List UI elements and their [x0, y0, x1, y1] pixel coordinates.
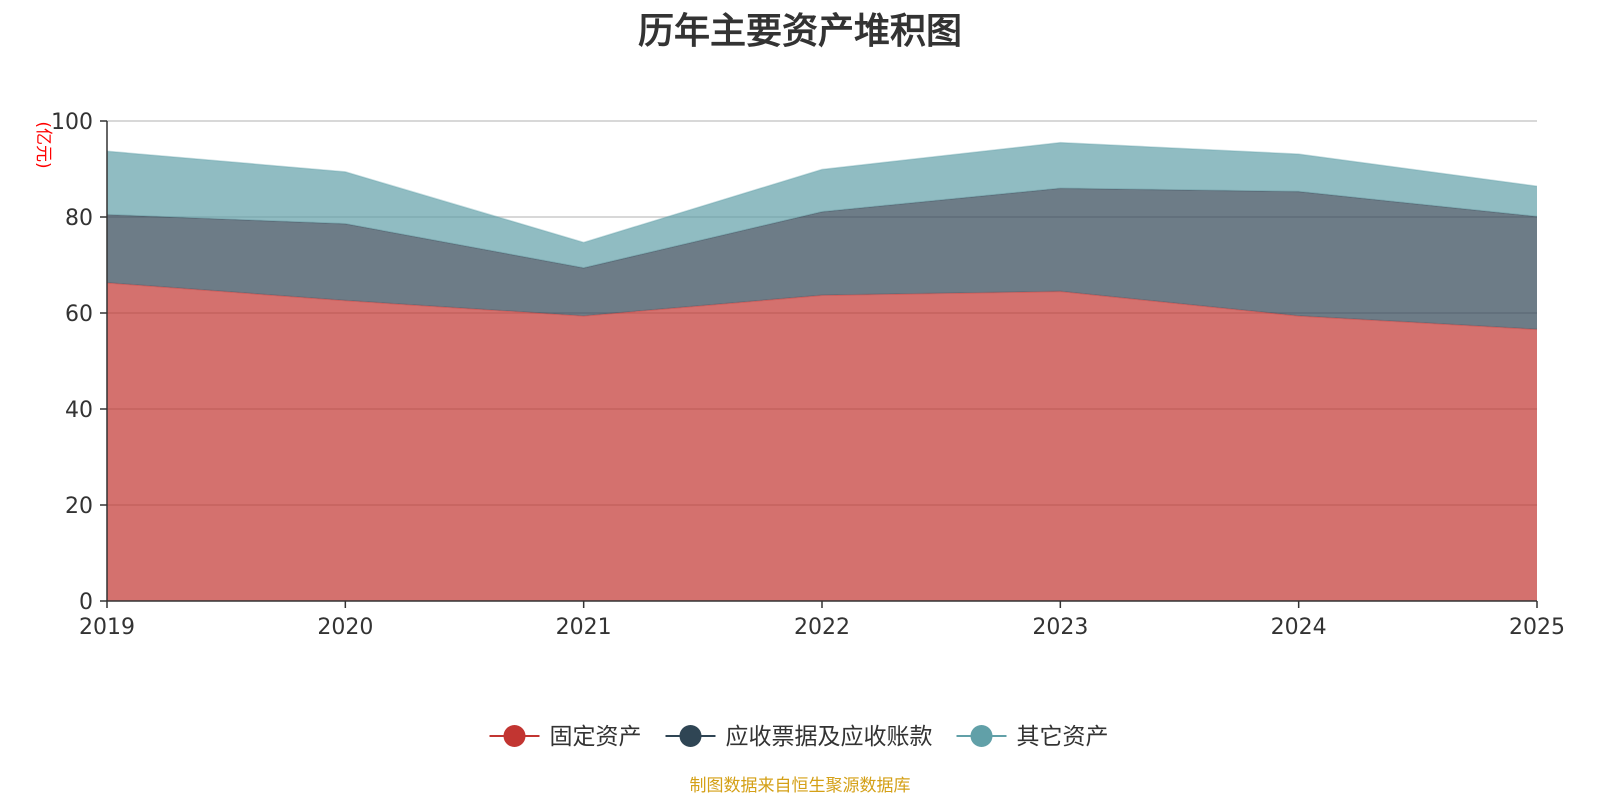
x-tick-label-2023: 2023 — [1032, 615, 1088, 640]
legend-marker-2 — [679, 725, 702, 747]
legend-item-2[interactable]: 应收票据及应收账款 — [665, 724, 933, 750]
y-unit-label: (亿元) — [33, 121, 53, 168]
chart-title: 历年主要资产堆积图 — [637, 11, 962, 52]
legend-label-2: 应收票据及应收账款 — [726, 724, 933, 750]
legend-label-3: 其它资产 — [1017, 724, 1109, 750]
area-series-3 — [107, 142, 1537, 268]
x-tick-label-2020: 2020 — [317, 615, 373, 640]
source-note: 制图数据来自恒生聚源数据库 — [690, 776, 911, 796]
y-tick-label-60: 60 — [65, 302, 93, 327]
legend-label-1: 固定资产 — [550, 724, 642, 750]
x-tick-label-2025: 2025 — [1509, 615, 1565, 640]
area-series-1 — [107, 282, 1537, 601]
x-tick-label-2022: 2022 — [794, 615, 850, 640]
x-tick-label-2024: 2024 — [1271, 615, 1327, 640]
area-series-2 — [107, 188, 1537, 330]
legend-marker-1 — [503, 725, 526, 747]
x-tick-label-2021: 2021 — [556, 615, 612, 640]
stacked-areas — [106, 141, 1538, 601]
y-tick-label-20: 20 — [65, 494, 93, 519]
y-tick-label-40: 40 — [65, 398, 93, 423]
area-edge-series-3 — [106, 141, 1538, 244]
y-tick-label-100: 100 — [51, 110, 93, 135]
legend-item-1[interactable]: 固定资产 — [489, 724, 642, 750]
legend-item-3[interactable]: 其它资产 — [956, 724, 1109, 750]
tick-labels: 0 20 40 60 80 100 2019 2020 2021 2022 2023 2024 2025 — [51, 110, 1565, 640]
legend: 固定资产 应收票据及应收账款 其它资产 — [489, 724, 1109, 750]
y-tick-label-80: 80 — [65, 206, 93, 231]
legend-marker-3 — [970, 725, 993, 747]
x-tick-label-2019: 2019 — [79, 615, 135, 640]
y-tick-label-0: 0 — [79, 590, 93, 615]
